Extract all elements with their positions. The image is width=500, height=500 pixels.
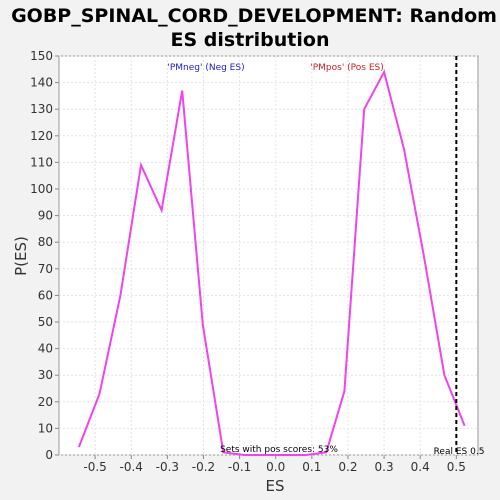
x-tick-label: -0.2 bbox=[192, 460, 215, 474]
x-tick-label: 0.5 bbox=[447, 460, 466, 474]
y-tick-label: 80 bbox=[38, 235, 53, 249]
chart-title-line2: ES distribution bbox=[171, 29, 330, 51]
x-axis: -0.5 -0.4 -0.3 -0.2 -0.1 0.0 0.1 0.2 0.3 0.4 0.5 bbox=[83, 455, 466, 474]
pos-scores-label: Sets with pos scores: 53% bbox=[220, 445, 338, 455]
plot-area bbox=[58, 55, 479, 456]
y-tick-label: 90 bbox=[38, 209, 53, 223]
x-tick-label: 0.1 bbox=[302, 460, 321, 474]
series-layer bbox=[77, 69, 466, 456]
y-tick-label: 50 bbox=[38, 315, 53, 329]
neg-es-label: 'PMneg' (Neg ES) bbox=[167, 63, 244, 73]
x-tick-label: 0.0 bbox=[266, 460, 285, 474]
y-tick-label: 120 bbox=[30, 129, 53, 143]
y-tick-label: 150 bbox=[30, 49, 53, 63]
y-tick-label: 130 bbox=[30, 102, 53, 116]
y-tick-label: 20 bbox=[38, 395, 53, 409]
grid bbox=[59, 55, 478, 456]
x-tick-label: -0.1 bbox=[228, 460, 251, 474]
x-tick-label: -0.3 bbox=[156, 460, 179, 474]
x-tick-label: 0.2 bbox=[338, 460, 357, 474]
real-es-label: Real ES 0.5 bbox=[434, 447, 485, 457]
y-tick-label: 70 bbox=[38, 262, 53, 276]
y-tick-label: 0 bbox=[45, 448, 53, 462]
y-tick-label: 60 bbox=[38, 288, 53, 302]
y-axis: 0 10 20 30 40 50 60 70 80 90 100 110 120 130 140 150 bbox=[30, 49, 59, 462]
pos-es-label: 'PMpos' (Pos ES) bbox=[310, 63, 384, 73]
y-tick-label: 110 bbox=[30, 155, 53, 169]
y-tick-label: 30 bbox=[38, 368, 53, 382]
chart-title: GOBP_SPINAL_CORD_DEVELOPMENT: Random bbox=[11, 5, 497, 27]
x-tick-label: -0.4 bbox=[120, 460, 143, 474]
y-tick-label: 140 bbox=[30, 76, 53, 90]
y-tick-label: 100 bbox=[30, 182, 53, 196]
y-tick-label: 40 bbox=[38, 342, 53, 356]
x-tick-label: 0.3 bbox=[375, 460, 394, 474]
y-tick-label: 10 bbox=[38, 421, 53, 435]
x-tick-label: -0.5 bbox=[83, 460, 106, 474]
es-distribution-line bbox=[77, 69, 466, 456]
x-axis-label: ES bbox=[266, 477, 285, 495]
x-tick-label: 0.4 bbox=[411, 460, 430, 474]
y-axis-label: P(ES) bbox=[12, 236, 30, 276]
